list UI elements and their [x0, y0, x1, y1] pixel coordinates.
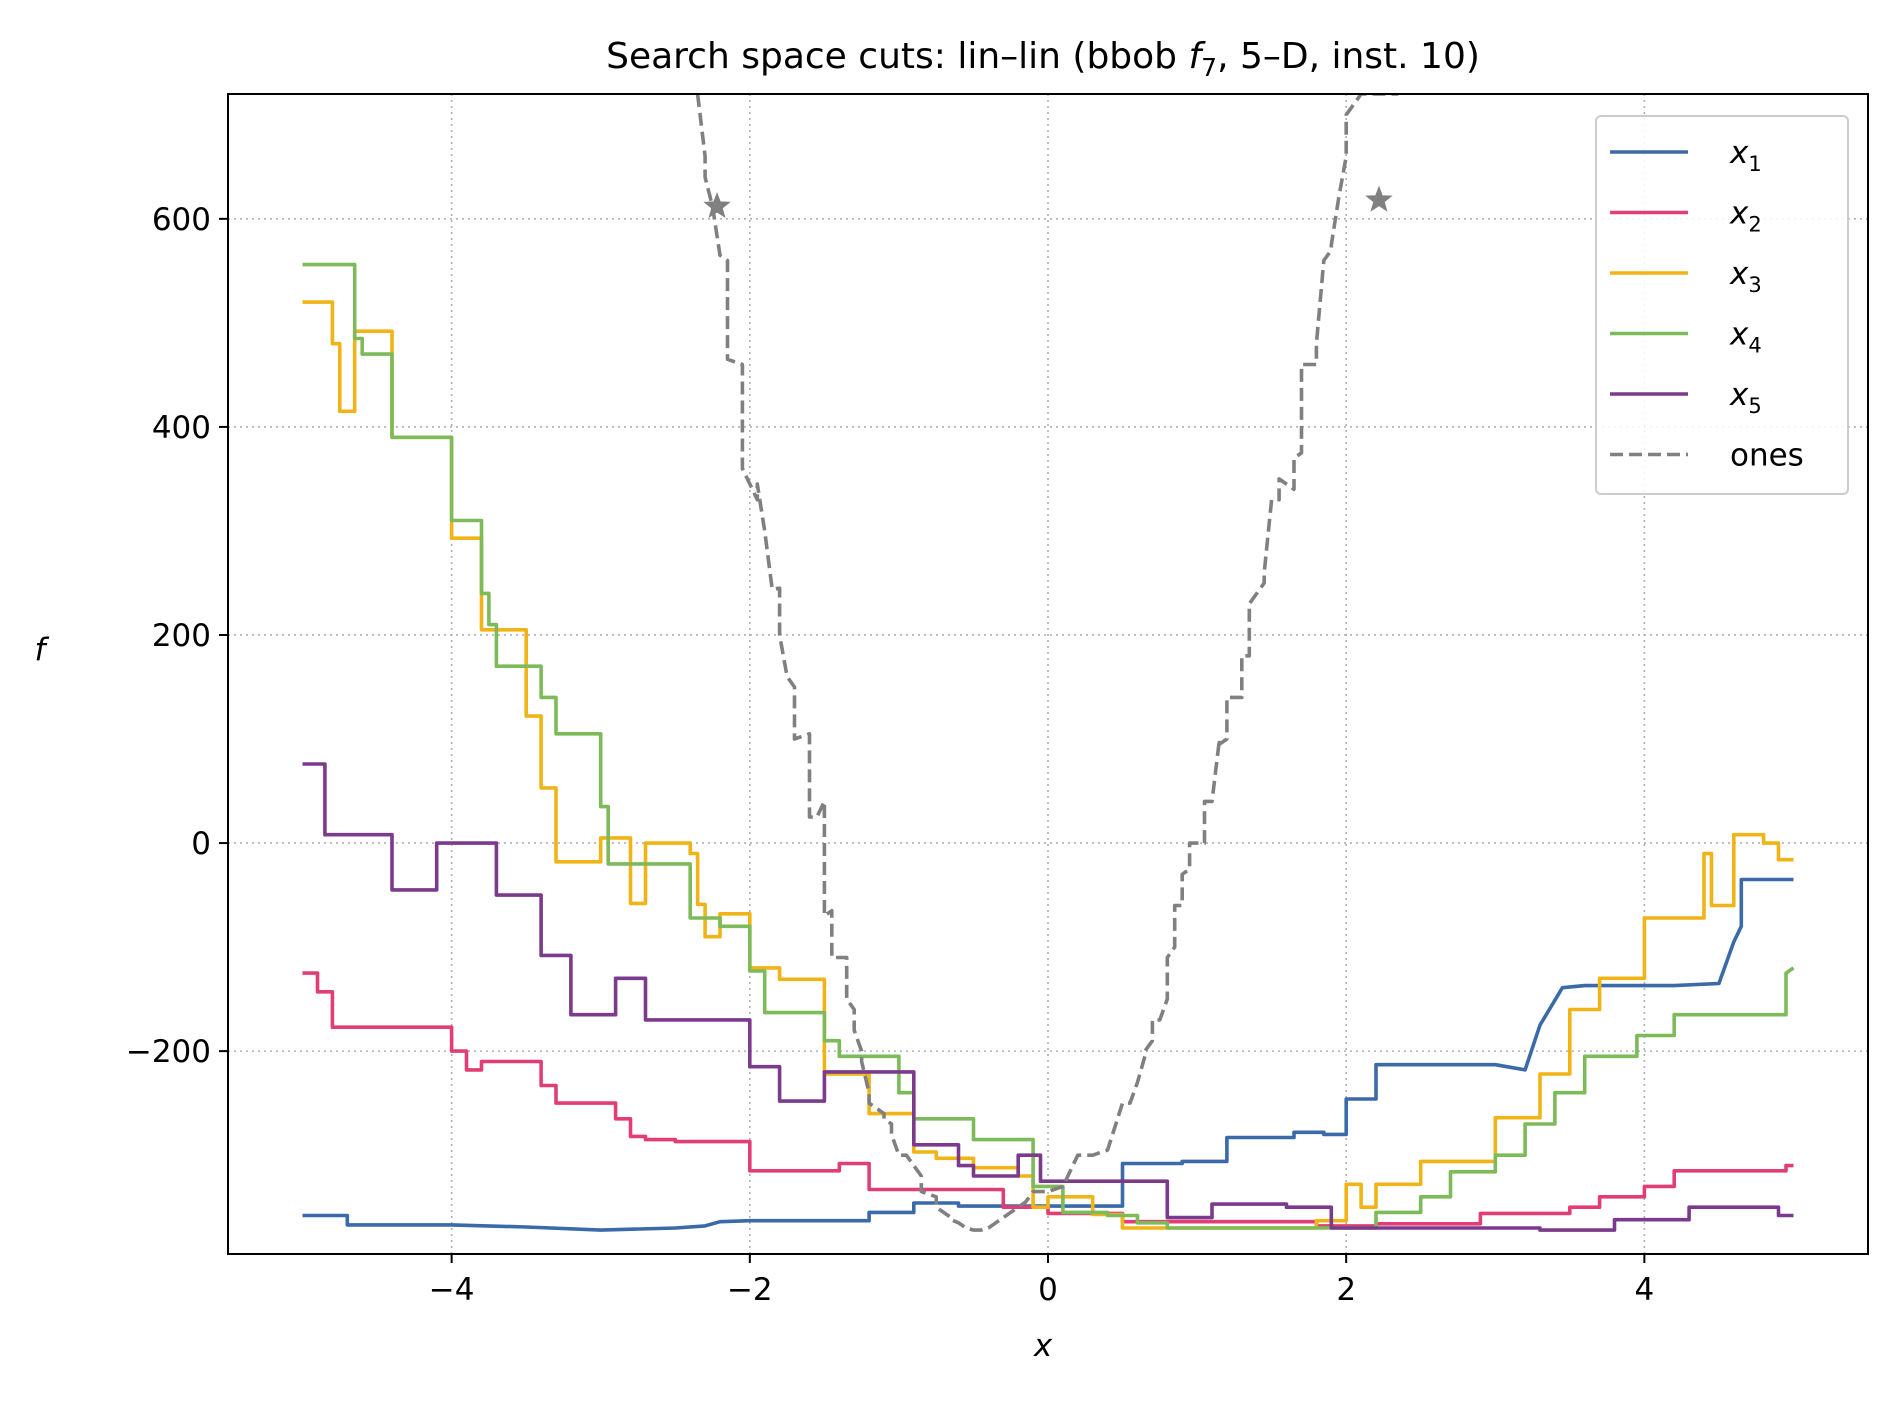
series-line-x2 [302, 971, 1794, 1228]
y-tick-label: 600 [152, 202, 211, 238]
x-tick-label: 4 [1634, 1272, 1654, 1308]
x-tick-label: −4 [429, 1272, 475, 1308]
legend-label-x3: x3 [1729, 256, 1762, 297]
series-line-x4 [302, 262, 1795, 1230]
y-tick-label: 0 [191, 826, 211, 862]
legend-label-x5: x5 [1729, 377, 1762, 418]
series-line-x3 [302, 300, 1794, 1230]
y-axis-label: f [35, 632, 50, 668]
legend-box [1595, 115, 1849, 495]
star-marker [1365, 185, 1393, 212]
legend-label-x2: x2 [1729, 196, 1762, 237]
legend-label-x4: x4 [1729, 317, 1762, 358]
x-tick-label: −2 [727, 1272, 773, 1308]
series-line-x1 [302, 877, 1794, 1232]
legend-label-ones: ones [1730, 438, 1804, 474]
legend-label-x1: x1 [1729, 135, 1762, 176]
series-line-x5 [302, 762, 1794, 1232]
y-tick-label: −200 [126, 1034, 211, 1070]
series-layer [302, 94, 1795, 1232]
x-tick-label: 2 [1336, 1272, 1356, 1308]
y-tick-label: 200 [152, 618, 211, 654]
x-axis: −4 −2 0 2 4 [429, 1254, 1654, 1308]
x-tick-label: 0 [1038, 1272, 1058, 1308]
y-axis: −200 0 200 400 600 [126, 202, 228, 1070]
chart-title: Search space cuts: lin–lin (bbob f7, 5–D… [606, 36, 1480, 82]
x-axis-label: x [1033, 1328, 1053, 1364]
series-line-ones [695, 94, 1399, 1232]
legend: x1 x2 x3 x4 x5 ones [1595, 115, 1849, 495]
y-tick-label: 400 [152, 410, 211, 446]
star-marker [703, 191, 731, 219]
